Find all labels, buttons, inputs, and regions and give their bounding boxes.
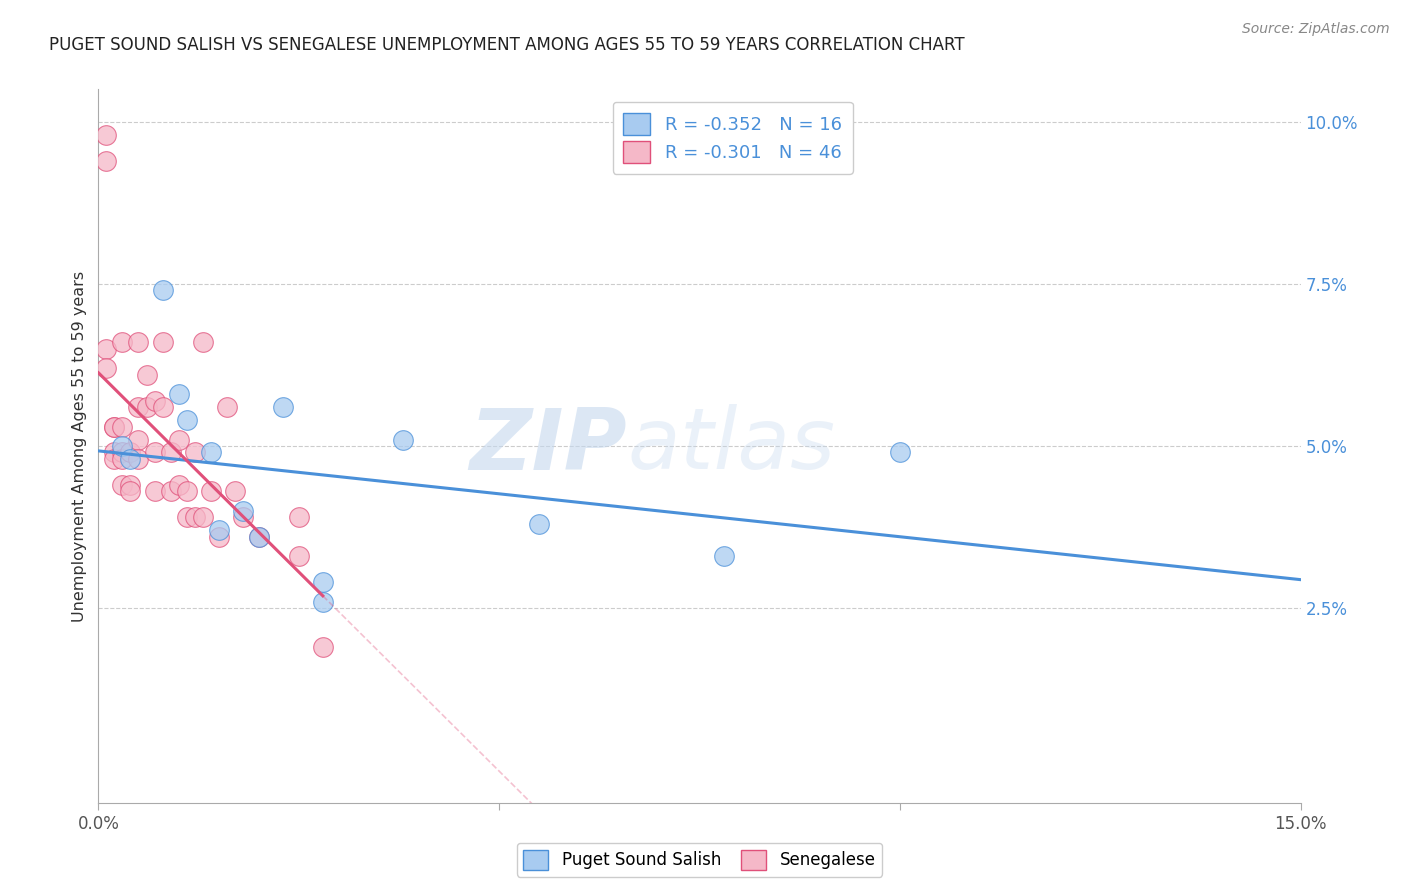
Point (152, 335, 174, 350)
Point (183, 510, 205, 524)
Point (232, 504, 254, 518)
Point (120, 452, 142, 467)
Point (143, 445, 166, 459)
Point (128, 433, 150, 447)
Text: ZIP: ZIP (470, 404, 627, 488)
Legend: Puget Sound Salish, Senegalese: Puget Sound Salish, Senegalese (517, 843, 882, 877)
Point (176, 413, 198, 427)
Point (312, 575, 335, 590)
Point (111, 439, 134, 453)
Point (208, 530, 231, 544)
Point (143, 484, 166, 499)
Point (120, 478, 142, 492)
Point (128, 335, 150, 350)
Point (167, 433, 190, 447)
Point (232, 510, 254, 524)
Point (208, 524, 231, 538)
Point (103, 452, 125, 467)
Point (247, 530, 270, 544)
Point (183, 445, 205, 459)
Point (167, 478, 190, 492)
Point (120, 484, 142, 499)
Point (96, 128, 118, 142)
Point (96, 153, 118, 168)
Point (103, 419, 125, 434)
Point (176, 510, 198, 524)
Point (143, 393, 166, 408)
Point (96, 342, 118, 356)
Text: atlas: atlas (627, 404, 835, 488)
Point (111, 445, 134, 459)
Point (111, 419, 134, 434)
Y-axis label: Unemployment Among Ages 55 to 59 years: Unemployment Among Ages 55 to 59 years (72, 270, 87, 622)
Point (529, 516, 551, 531)
Point (889, 445, 911, 459)
Point (111, 478, 134, 492)
Point (271, 400, 294, 414)
Text: Source: ZipAtlas.com: Source: ZipAtlas.com (1241, 22, 1389, 37)
Point (176, 484, 198, 499)
Point (200, 484, 222, 499)
Point (128, 400, 150, 414)
Point (200, 445, 222, 459)
Point (312, 640, 335, 654)
Point (224, 484, 246, 499)
Point (120, 445, 142, 459)
Point (135, 400, 157, 414)
Point (96, 361, 118, 376)
Point (288, 510, 311, 524)
Point (152, 283, 174, 297)
Point (111, 452, 134, 467)
Text: PUGET SOUND SALISH VS SENEGALESE UNEMPLOYMENT AMONG AGES 55 TO 59 YEARS CORRELAT: PUGET SOUND SALISH VS SENEGALESE UNEMPLO… (49, 36, 965, 54)
Point (215, 400, 238, 414)
Point (159, 445, 181, 459)
Point (191, 335, 214, 350)
Point (288, 549, 311, 564)
Point (191, 510, 214, 524)
Point (103, 419, 125, 434)
Point (392, 433, 415, 447)
Point (167, 387, 190, 401)
Point (247, 530, 270, 544)
Point (135, 368, 157, 382)
Point (103, 445, 125, 459)
Point (128, 452, 150, 467)
Point (312, 595, 335, 609)
Point (111, 335, 134, 350)
Point (159, 484, 181, 499)
Point (713, 549, 735, 564)
Point (152, 400, 174, 414)
